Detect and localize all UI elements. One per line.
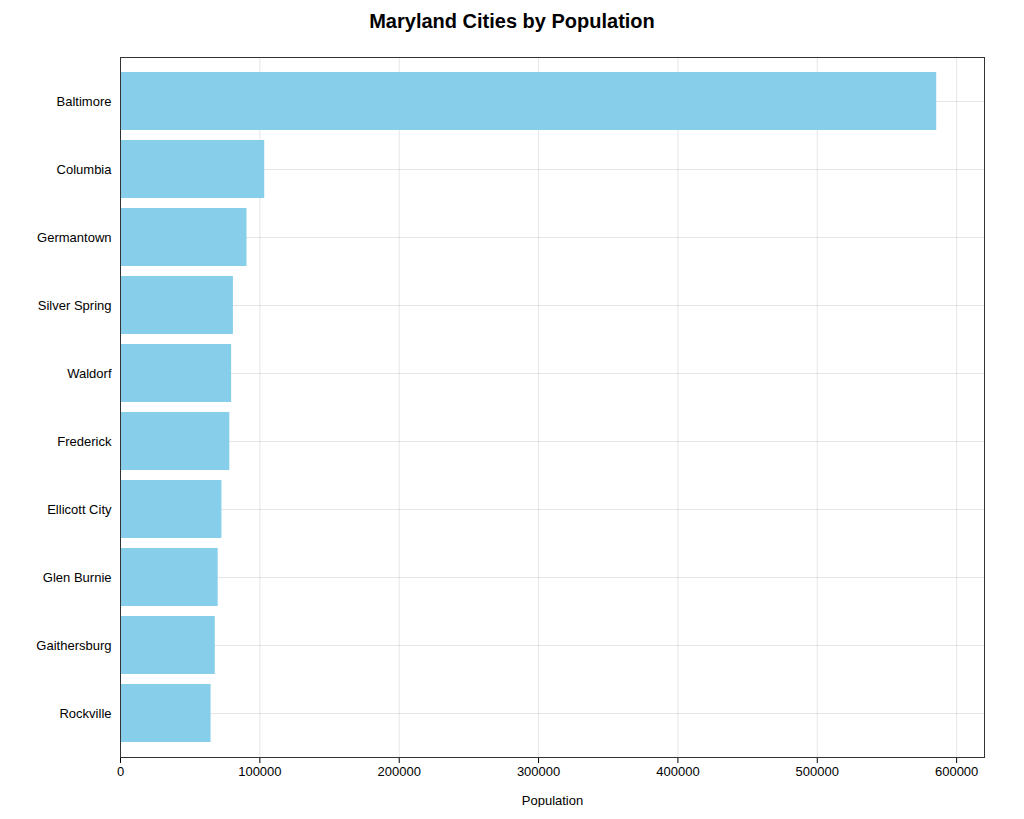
svg-text:Germantown: Germantown (37, 230, 111, 245)
svg-text:Frederick: Frederick (57, 434, 112, 449)
svg-text:Waldorf: Waldorf (67, 366, 112, 381)
svg-text:300000: 300000 (517, 764, 560, 779)
svg-text:Baltimore: Baltimore (57, 94, 112, 109)
svg-text:600000: 600000 (935, 764, 978, 779)
svg-text:200000: 200000 (378, 764, 421, 779)
svg-text:Gaithersburg: Gaithersburg (36, 638, 111, 653)
svg-text:Silver Spring: Silver Spring (38, 298, 112, 313)
svg-text:400000: 400000 (656, 764, 699, 779)
svg-text:Columbia: Columbia (57, 162, 113, 177)
html-text:Maryland Cities by Population: Maryland Cities by Population (369, 10, 655, 32)
svg-text:Ellicott City: Ellicott City (47, 502, 112, 517)
svg-text:Rockville: Rockville (59, 706, 111, 721)
svg-text:500000: 500000 (796, 764, 839, 779)
svg-text:0: 0 (117, 764, 124, 779)
svg-text:Population: Population (522, 793, 583, 808)
svg-text:Glen Burnie: Glen Burnie (43, 570, 112, 585)
svg-text:100000: 100000 (238, 764, 281, 779)
